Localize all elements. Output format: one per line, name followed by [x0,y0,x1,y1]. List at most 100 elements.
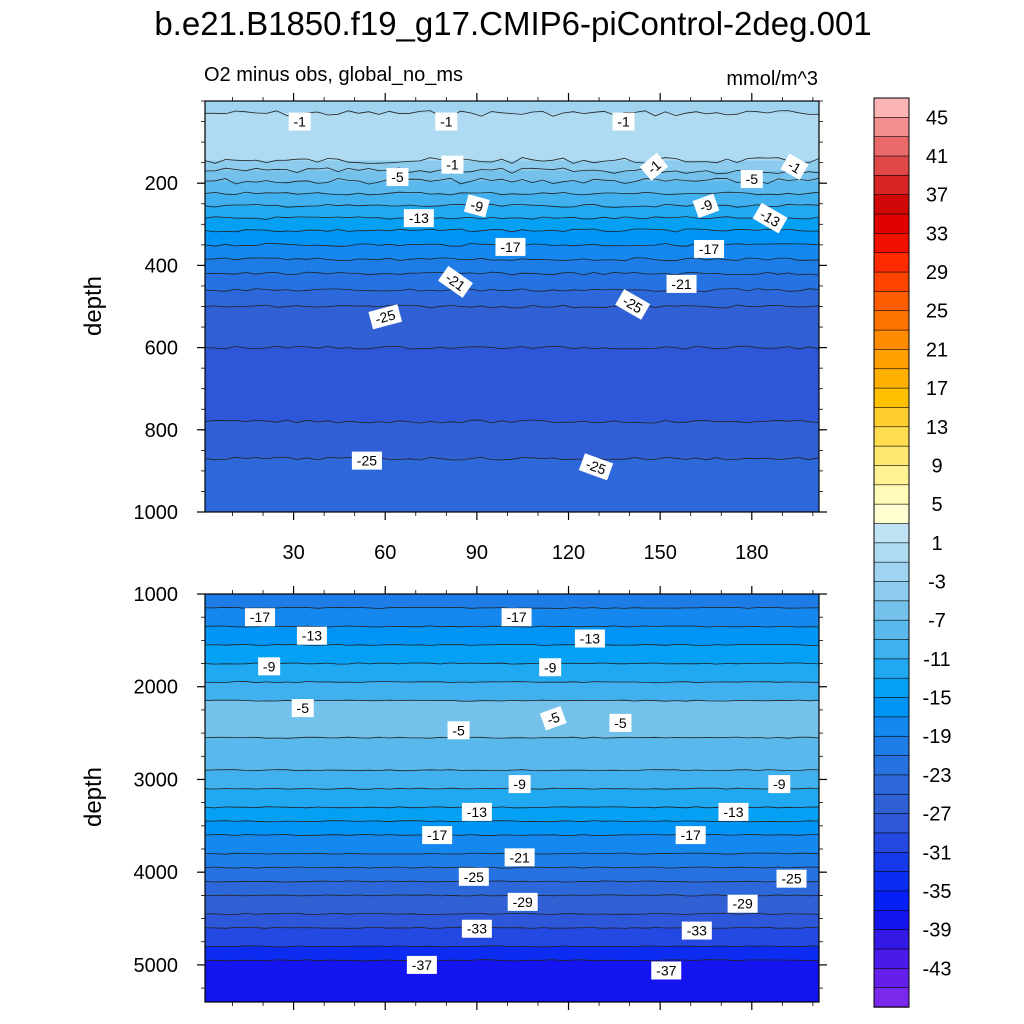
y-tick-label: 2000 [134,677,179,699]
contour-label: -9 [692,193,720,219]
y-tick-label: 800 [145,420,178,442]
contour-label: -13 [461,802,492,821]
contour-label-box [612,112,635,131]
contour-label-box [752,202,788,234]
colorbar-swatch [873,252,910,273]
contour-label-box [776,869,807,888]
contour-label-text: -9 [469,196,485,215]
contour-field: -17 -17 -13 -13 -9 -9 -5 -5 -5 -5 -9 -9 -13 -13 -17 -17… [205,594,819,1002]
contour-label-box [351,451,382,470]
colorbar-swatch [873,155,910,177]
contour-band [205,218,819,231]
contour-label-box [406,955,437,974]
colorbar-swatch [873,793,910,815]
contour-line [205,834,819,837]
contour-label-text: -17 [681,827,701,843]
contour-band [205,737,819,771]
contour-label-box [651,961,682,980]
contour-band [205,663,819,683]
contour-label-box [422,826,453,845]
contour-label-text: -25 [584,456,609,478]
contour-label-box [666,274,697,293]
contour-label-text: -21 [510,849,530,865]
colorbar-label: 17 [926,378,948,400]
contour-label-box [692,193,720,219]
contour-label-box [539,706,567,731]
colorbar-label: -31 [923,842,952,864]
y-tick-label: 200 [145,173,178,195]
contour-label-box [463,194,490,218]
contour-label: -21 [504,848,535,867]
contour-label: -21 [666,274,697,293]
x-tick-label: 90 [466,542,488,564]
contour-label-text: -17 [427,827,447,843]
contour-line [205,288,819,292]
contour-label: -17 [694,239,725,258]
contour-label-box [578,453,614,481]
colorbar-swatch [873,445,910,467]
contour-label-box [504,848,535,867]
contour-label-text: -5 [452,722,465,738]
contour-label-box [609,713,632,732]
contour-label: -17 [501,608,532,627]
colorbar-label: 5 [931,494,942,516]
contour-label: -9 [508,775,531,794]
contour-label-box [508,775,531,794]
contour-label-text: -5 [297,700,310,716]
contour-label-text: -37 [412,957,432,973]
contour-label-box [639,152,669,181]
contour-label: -25 [578,453,614,481]
contour-label: -25 [776,869,807,888]
contour-line [205,419,819,424]
contour-label: -1 [288,112,311,131]
colorbar-swatch [873,349,910,370]
contour-line [205,820,819,823]
contour-band [205,913,819,929]
colorbar-swatch [873,387,910,409]
contour-label-text: -1 [446,157,459,173]
contour-label: -5 [539,706,567,731]
colorbar-swatch [873,407,910,428]
colorbar-label: 33 [926,223,948,245]
y-tick-label: 600 [145,338,178,360]
colorbar-swatch [873,175,910,196]
colorbar-label: 29 [926,262,948,284]
contour-label-text: -25 [373,306,397,327]
contour-label-text: -13 [467,804,487,820]
contour-band [205,193,819,207]
contour-band [205,927,819,947]
colorbar-label: -39 [923,920,952,942]
contour-label-text: -9 [773,776,786,792]
contour-label: -25 [351,451,382,470]
contour-band [205,273,819,291]
contour-label-box [681,921,712,940]
contour-band [205,960,819,1002]
colorbar-swatch [873,813,910,834]
y-tick-label: 5000 [134,955,179,977]
contour-label-text: -5 [545,709,562,728]
colorbar-swatch [873,136,910,157]
upper-panel: O2 minus obs, global_no_ms mmol/m^3 -1 -1… [80,64,827,564]
contour-label-text: -17 [699,241,719,257]
upper-y-axis-label: depth [80,276,107,336]
contour-line [205,304,819,309]
contour-label-box [458,867,489,886]
contour-line [205,177,819,185]
colorbar-swatch [873,368,910,389]
colorbar-label: -7 [928,610,946,632]
contour-label-box [615,289,651,320]
contour-label-box [291,699,314,718]
contour-label-box [507,892,538,911]
contour-label-box [258,657,281,676]
colorbar-swatch [873,658,910,679]
colorbar-swatch [873,542,910,563]
colorbar-label: -27 [923,804,952,826]
contour-band [205,807,819,822]
contour-line [205,625,819,628]
colorbar-swatch [873,851,910,873]
colorbar-swatch [873,755,910,776]
colorbar-swatch [873,619,910,641]
contour-label-box [694,239,725,258]
contour-label-text: -5 [391,169,404,185]
contour-band [205,290,819,307]
